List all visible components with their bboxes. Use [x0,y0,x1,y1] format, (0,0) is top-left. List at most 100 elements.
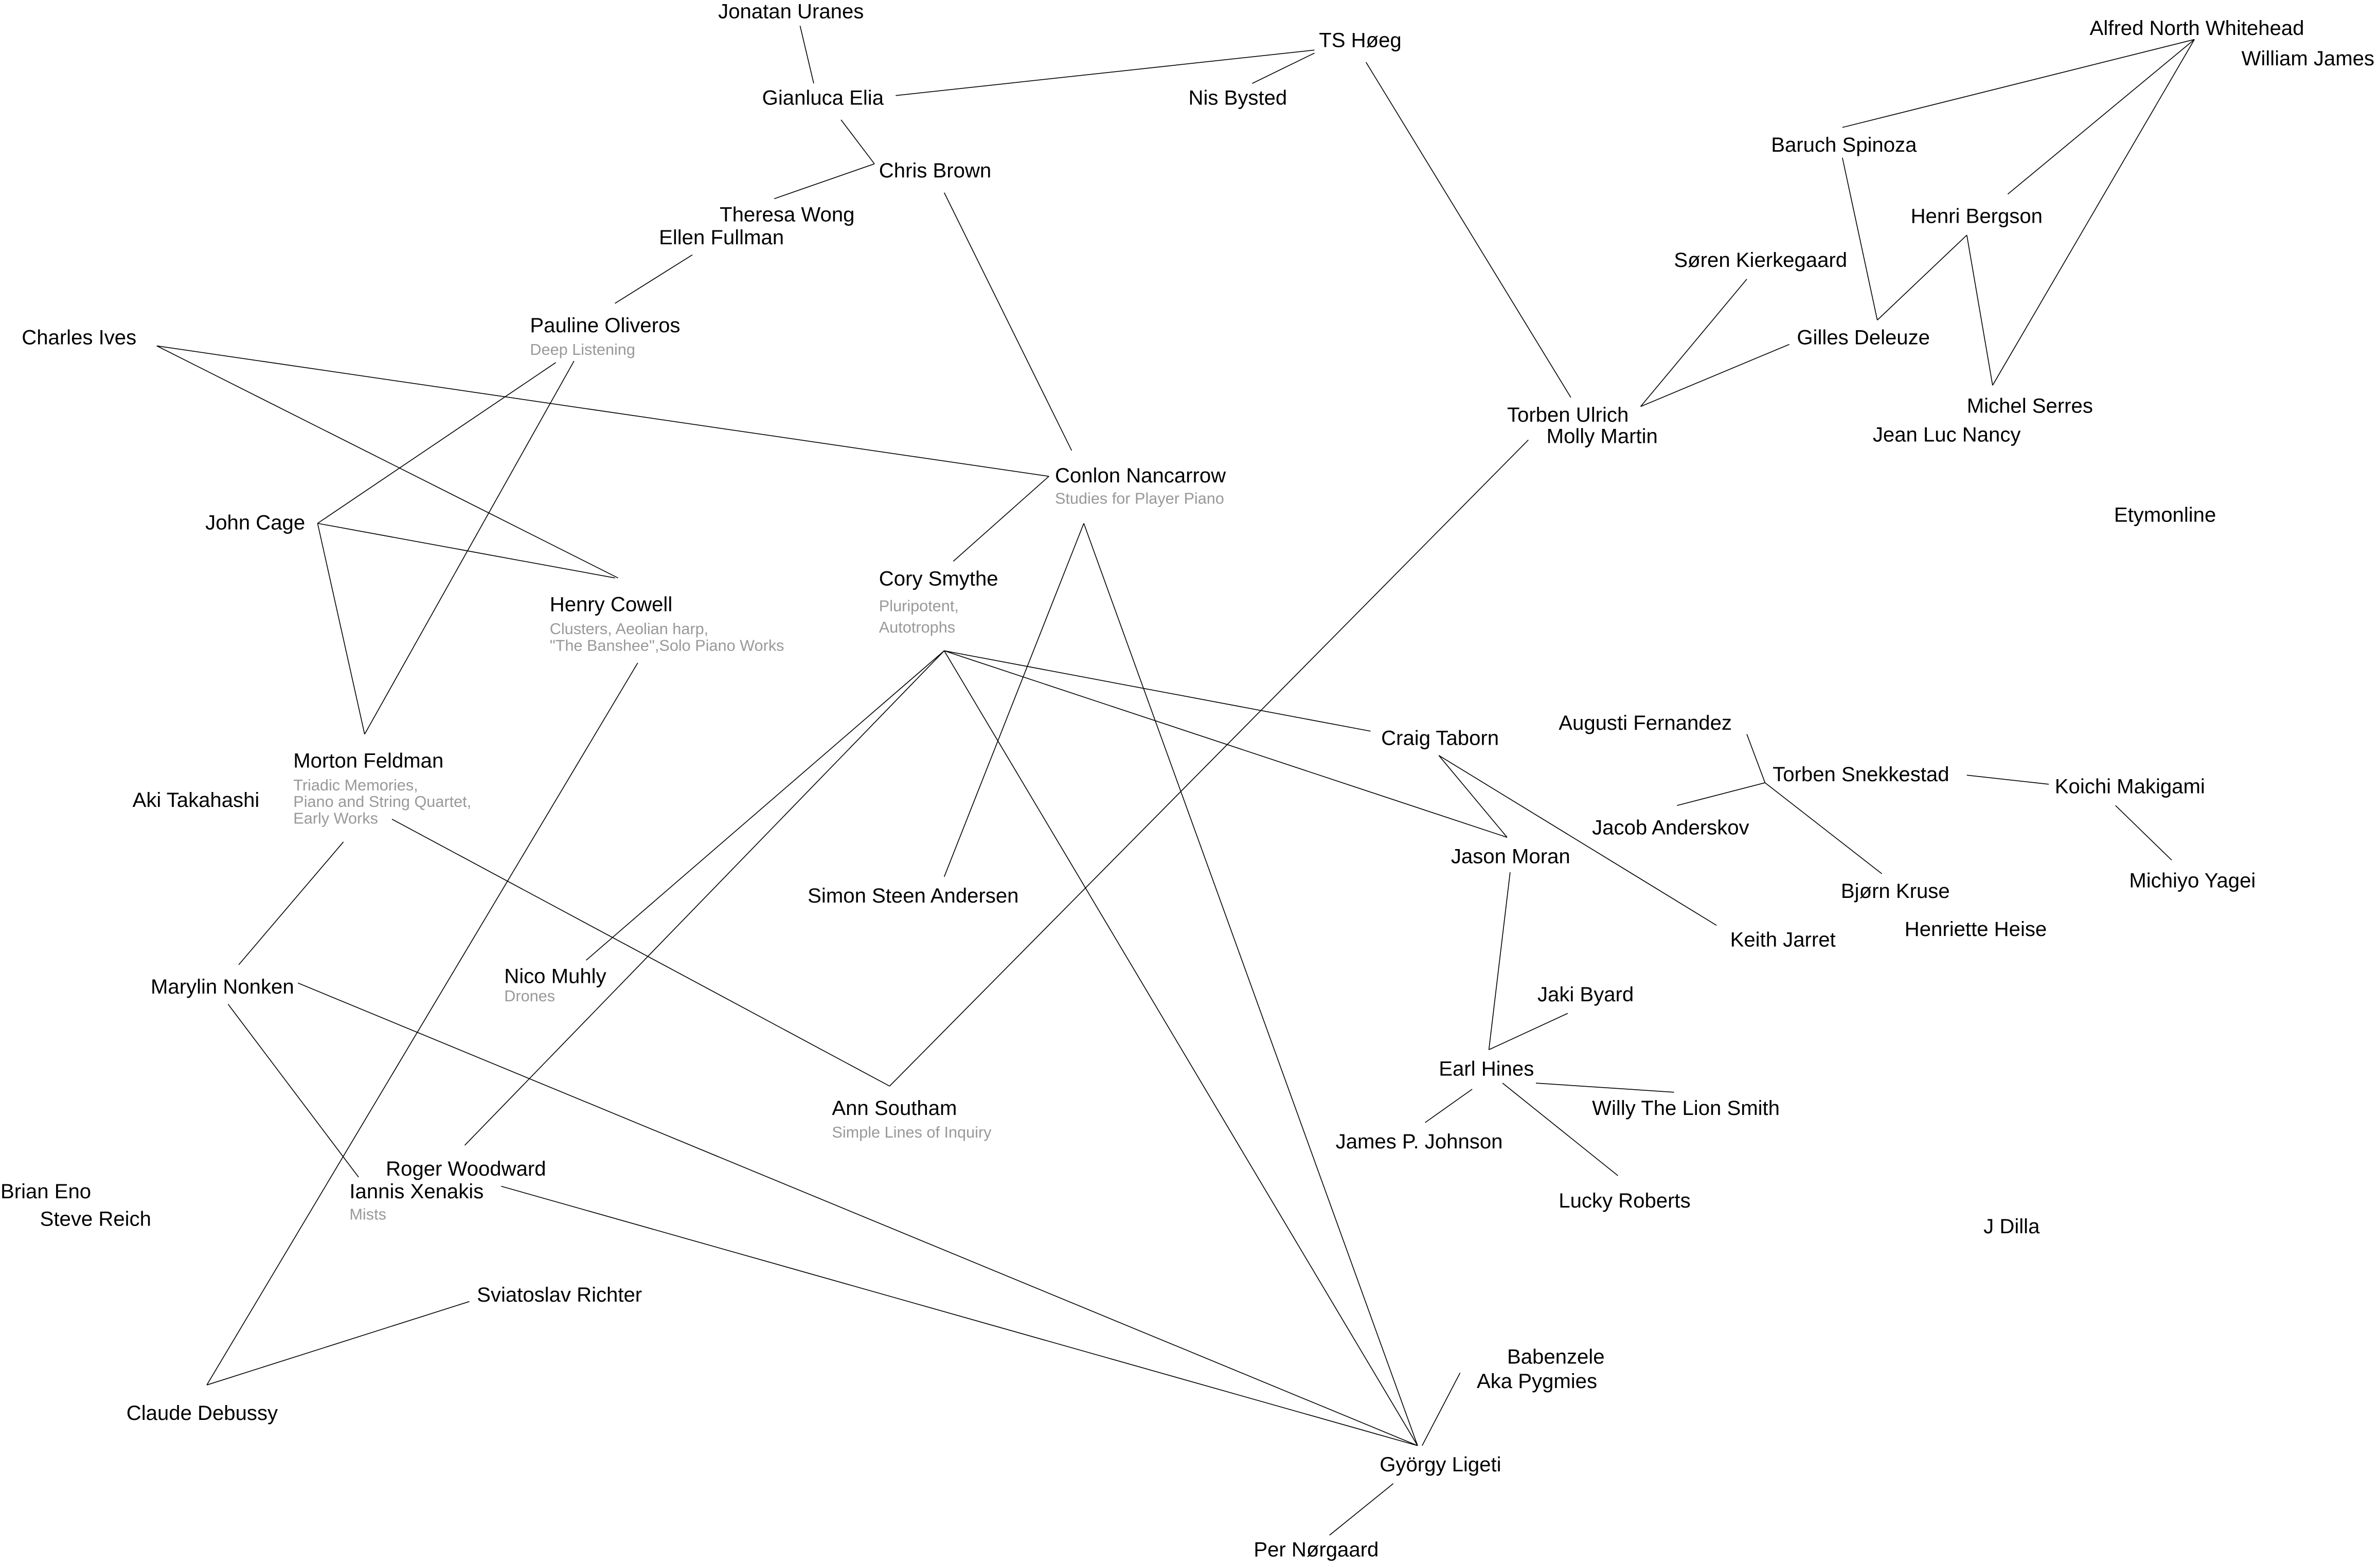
node-label[interactable]: Craig Taborn [1381,727,1499,749]
graph-node[interactable]: Molly Martin [1547,425,1658,447]
node-label[interactable]: Ann Southam [832,1097,957,1120]
graph-node[interactable]: Henri Bergson [1911,205,2043,228]
graph-node[interactable]: Etymonline [2114,504,2216,527]
node-label[interactable]: William James [2242,47,2375,70]
graph-node[interactable]: Cory Smythe Pluripotent, Autotrophs [879,568,998,636]
node-label[interactable]: Søren Kierkegaard [1674,249,1847,272]
graph-node[interactable]: Henriette Heise [1905,918,2047,941]
node-label[interactable]: Jacob Anderskov [1592,816,1749,839]
node-label[interactable]: Alfred North Whitehead [2090,17,2304,40]
graph-node[interactable]: Jonatan Uranes [718,0,864,23]
graph-node[interactable]: William James [2242,47,2375,70]
graph-node[interactable]: Claude Debussy [127,1402,278,1425]
node-label[interactable]: Jaki Byard [1537,983,1634,1006]
node-label[interactable]: Nis Bysted [1189,87,1287,110]
graph-node[interactable]: Sviatoslav Richter [477,1284,642,1306]
graph-node[interactable]: Charles Ives [22,327,136,349]
graph-node[interactable]: Alfred North Whitehead [2090,17,2304,40]
node-label[interactable]: TS Høeg [1319,29,1401,51]
graph-node[interactable]: Augusti Fernandez [1559,712,1732,734]
node-label[interactable]: Theresa Wong [720,204,854,226]
graph-node[interactable]: Simon Steen Andersen [808,885,1018,907]
graph-node[interactable]: Per Nørgaard [1254,1538,1379,1561]
graph-node[interactable]: Michiyo Yagei [2129,870,2256,892]
graph-node[interactable]: Gianluca Elia [762,87,884,110]
graph-node[interactable]: TS Høeg [1319,29,1401,51]
node-label[interactable]: Jean Luc Nancy [1873,423,2021,446]
graph-node[interactable]: Conlon Nancarrow Studies for Player Piano [1055,464,1226,507]
node-label[interactable]: Brian Eno [1,1180,91,1203]
node-label[interactable]: Torben Snekkestad [1773,763,1949,786]
node-label[interactable]: Jonatan Uranes [718,0,864,23]
graph-node[interactable]: Baruch Spinoza [1771,134,1917,156]
graph-node[interactable]: Bjørn Kruse [1841,880,1950,903]
graph-node[interactable]: Marylin Nonken [151,976,294,998]
graph-node[interactable]: Iannis Xenakis Mists [349,1180,484,1223]
node-label[interactable]: Pauline Oliveros [530,314,680,337]
graph-node[interactable]: Henry Cowell Clusters, Aeolian harp,"The … [550,593,784,655]
node-label[interactable]: Michel Serres [1967,394,2093,417]
node-label[interactable]: Torben Ulrich [1507,404,1629,426]
graph-node[interactable]: Roger Woodward [386,1158,546,1180]
graph-node[interactable]: Willy The Lion Smith [1592,1097,1780,1120]
node-label[interactable]: Koichi Makigami [2055,776,2205,798]
graph-node[interactable]: Pauline Oliveros Deep Listening [530,314,680,358]
graph-node[interactable]: Keith Jarret [1730,929,1836,951]
graph-node[interactable]: Aki Takahashi [133,789,260,812]
graph-node[interactable]: Gilles Deleuze [1797,327,1930,349]
node-label[interactable]: Sviatoslav Richter [477,1284,642,1306]
node-label[interactable]: John Cage [205,511,305,534]
node-label[interactable]: Nico Muhly [504,965,606,987]
node-label[interactable]: Babenzele [1507,1346,1605,1368]
node-label[interactable]: Conlon Nancarrow [1055,464,1226,487]
graph-node[interactable]: Torben Snekkestad [1773,763,1949,786]
graph-node[interactable]: Craig Taborn [1381,727,1499,749]
node-label[interactable]: Marylin Nonken [151,976,294,998]
graph-node[interactable]: Ellen Fullman [659,226,784,249]
node-label[interactable]: Aki Takahashi [133,789,260,812]
node-label[interactable]: Henry Cowell [550,593,673,616]
node-label[interactable]: Morton Feldman [293,750,443,772]
graph-node[interactable]: Theresa Wong [720,204,854,226]
node-label[interactable]: Lucky Roberts [1559,1190,1690,1212]
graph-node[interactable]: Michel Serres [1967,394,2093,417]
node-label[interactable]: Aka Pygmies [1477,1370,1597,1393]
graph-node[interactable]: Jean Luc Nancy [1873,423,2021,446]
node-label[interactable]: Iannis Xenakis [349,1180,484,1203]
node-label[interactable]: Charles Ives [22,327,136,349]
graph-node[interactable]: Morton Feldman Triadic Memories,Piano and… [293,750,471,827]
graph-node[interactable]: Koichi Makigami [2055,776,2205,798]
node-label[interactable]: Cory Smythe [879,568,998,590]
node-label[interactable]: Jason Moran [1451,845,1570,868]
node-label[interactable]: Willy The Lion Smith [1592,1097,1780,1120]
graph-node[interactable]: György Ligeti [1380,1453,1501,1476]
node-label[interactable]: Michiyo Yagei [2129,870,2256,892]
node-label[interactable]: György Ligeti [1380,1453,1501,1476]
node-label[interactable]: Per Nørgaard [1254,1538,1379,1561]
graph-node[interactable]: Torben Ulrich [1507,404,1629,426]
graph-node[interactable]: Lucky Roberts [1559,1190,1690,1212]
graph-node[interactable]: James P. Johnson [1336,1130,1503,1153]
graph-node[interactable]: Jaki Byard [1537,983,1634,1006]
node-label[interactable]: Steve Reich [40,1208,151,1230]
node-label[interactable]: Chris Brown [879,159,991,182]
graph-node[interactable]: J Dilla [1983,1215,2040,1238]
graph-node[interactable]: Søren Kierkegaard [1674,249,1847,272]
node-label[interactable]: Simon Steen Andersen [808,885,1018,907]
graph-node[interactable]: Jacob Anderskov [1592,816,1749,839]
graph-node[interactable]: Earl Hines [1439,1057,1534,1080]
graph-node[interactable]: Chris Brown [879,159,991,182]
node-label[interactable]: Bjørn Kruse [1841,880,1950,903]
node-label[interactable]: Keith Jarret [1730,929,1836,951]
node-label[interactable]: Earl Hines [1439,1057,1534,1080]
node-label[interactable]: Roger Woodward [386,1158,546,1180]
graph-node[interactable]: Steve Reich [40,1208,151,1230]
node-label[interactable]: Ellen Fullman [659,226,784,249]
graph-node[interactable]: Ann Southam Simple Lines of Inquiry [832,1097,992,1141]
node-label[interactable]: Augusti Fernandez [1559,712,1732,734]
graph-node[interactable]: Brian Eno [1,1180,91,1203]
graph-node[interactable]: Babenzele [1507,1346,1605,1368]
graph-node[interactable]: Aka Pygmies [1477,1370,1597,1393]
node-label[interactable]: Etymonline [2114,504,2216,527]
